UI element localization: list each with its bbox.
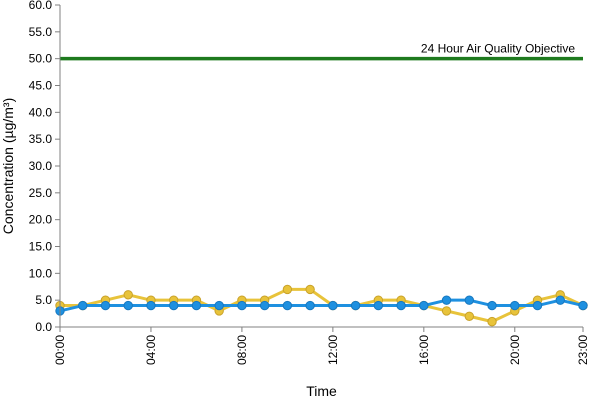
air-quality-objective-label: 24 Hour Air Quality Objective [421, 42, 575, 56]
series-2-point [100, 300, 111, 311]
series-2-point [282, 300, 293, 311]
y-tick-label: 45.0 [29, 79, 53, 93]
y-tick-label: 15.0 [29, 240, 53, 254]
reference-line-group: 24 Hour Air Quality Objective [60, 42, 583, 61]
series-2-point [78, 300, 88, 311]
series-2-point [214, 300, 224, 311]
y-tick-label: 10.0 [29, 266, 53, 280]
x-tick-label: 16:00 [417, 335, 431, 365]
series-group [55, 284, 588, 327]
y-tick-label: 50.0 [29, 52, 53, 66]
series-2-point [373, 300, 384, 311]
series-2-point [123, 300, 133, 311]
y-axis-ticks: 0.0 5.0 10.0 15.0 20.0 25.0 30.0 35.0 40.0 45.0 50… [29, 0, 60, 334]
series-2-point [464, 295, 475, 305]
y-tick-label: 60.0 [29, 0, 53, 12]
series-1-point [464, 311, 475, 321]
series-1-point [282, 284, 293, 295]
series-2-point [146, 300, 156, 311]
x-tick-label: 08:00 [235, 335, 249, 365]
series-2-point [419, 300, 429, 311]
series-1-point [487, 316, 497, 327]
series-2-point [578, 300, 588, 311]
y-tick-label: 35.0 [29, 132, 53, 146]
x-tick-label: 23:00 [576, 335, 590, 365]
y-tick-label: 20.0 [29, 213, 53, 227]
x-axis-ticks: 00:00 04:00 08:00 12:00 16:00 20:00 23:00 [53, 327, 590, 365]
series-2-point [441, 295, 452, 305]
series-2-point [259, 300, 270, 311]
series-2-point [237, 300, 247, 311]
series-2-point [191, 300, 202, 311]
x-tick-label: 00:00 [53, 335, 67, 365]
series-1-point [123, 290, 133, 300]
x-axis-title: Time [306, 383, 337, 399]
x-tick-label: 04:00 [144, 335, 158, 365]
y-tick-label: 5.0 [35, 293, 52, 307]
series-2-point [532, 300, 543, 311]
y-tick-label: 55.0 [29, 25, 53, 39]
series-2-point [168, 300, 179, 311]
series-2-point [305, 300, 315, 311]
series-2-line [59, 298, 584, 313]
y-tick-label: 30.0 [29, 159, 53, 173]
series-2-point [555, 295, 565, 305]
y-tick-label: 40.0 [29, 105, 53, 119]
y-tick-label: 0.0 [35, 320, 52, 334]
x-tick-label: 20:00 [508, 335, 522, 365]
series-2-point [510, 300, 520, 311]
x-tick-label: 12:00 [326, 335, 340, 365]
series-2-point [328, 300, 338, 311]
series-1-point [441, 306, 452, 316]
y-tick-label: 25.0 [29, 186, 53, 200]
series-2-point [350, 300, 361, 311]
series-2-point [487, 300, 497, 311]
series-1-point [305, 284, 315, 295]
y-axis-title: Concentration (µg/m³) [0, 98, 16, 234]
series-2-point [396, 300, 406, 311]
